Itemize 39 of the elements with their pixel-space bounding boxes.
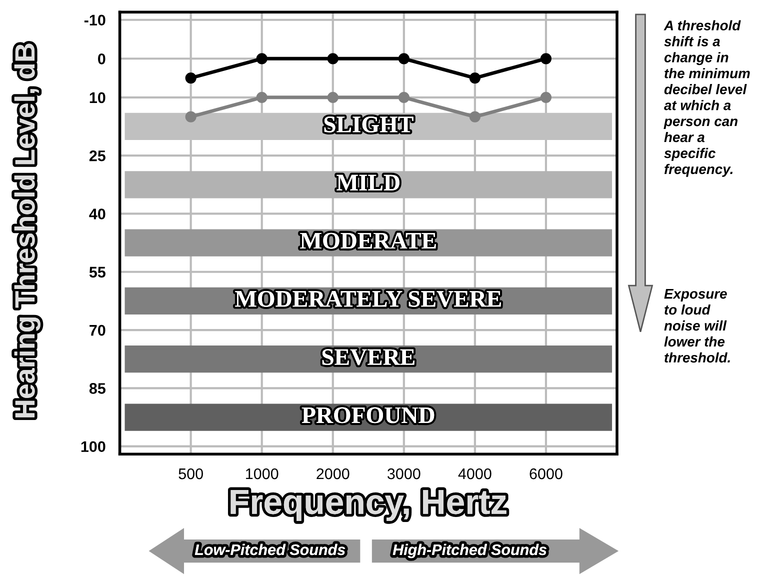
point [540,92,552,103]
point [327,53,338,64]
y-tick-label: 0 [98,54,106,64]
band-label: SLIGHT [324,116,414,132]
y-tick-label: 55 [89,266,106,278]
point [398,53,410,64]
y-tick-label: -10 [84,14,106,26]
text: A threshold shift is a change in the minimum decibel level at which a person can hear a specific frequency. [664,20,750,177]
point [256,53,268,64]
y-axis-title: Hearing Threshold Level, dB [14,44,40,418]
y-tick-label: 25 [89,150,106,162]
band-label: SEVERE [322,349,414,366]
x-tick-label: 6000 [530,468,562,480]
point [256,92,268,103]
y-tick-label: 10 [90,92,106,104]
text: Exposure to loud noise will lower the threshold. [664,289,730,363]
x-axis-title: Frequency, Hertz [230,490,506,522]
x-tick-label: 500 [178,468,203,480]
x-tick-label: 1000 [246,468,278,480]
point [469,72,480,84]
x-tick-label: 4000 [458,468,492,480]
text: High-Pitched Sounds [392,544,547,558]
y-tick-label: 85 [89,383,106,394]
band-label: MODERATE [300,232,436,249]
x-tick-label: 2000 [316,468,350,480]
x-tick-label: 3000 [388,468,420,480]
band-label: PROFOUND [302,407,434,424]
point [398,92,410,103]
band-label: MILD [336,174,400,190]
y-tick-label: 100 [81,441,106,452]
point [185,72,196,84]
text: Low-Pitched Sounds [194,544,346,556]
point [540,53,552,64]
point [185,111,196,122]
point [327,92,338,103]
y-tick-label: 40 [89,208,106,220]
point [469,111,480,122]
band-label: MODERATELY SEVERE [235,291,501,307]
y-tick-label: 70 [90,324,106,336]
